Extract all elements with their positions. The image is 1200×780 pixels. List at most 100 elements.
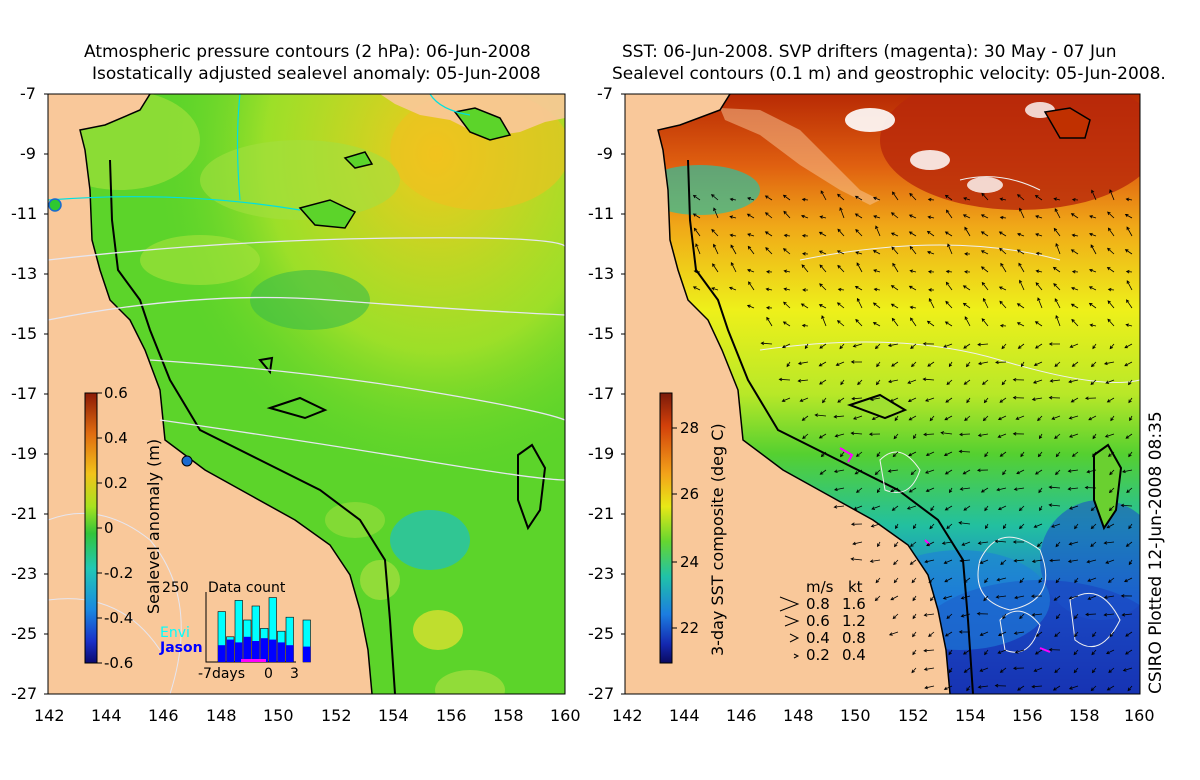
velocity-arrow [948,361,953,368]
velocity-arrow [1125,269,1133,274]
velocity-arrow [802,252,809,256]
velocity-arrow [944,469,953,475]
velocity-arrow [962,285,971,291]
velocity-arrow [1039,433,1043,440]
velocity-arrow [943,343,953,348]
velocity-arrow [944,415,953,421]
velocity-arrow [1071,197,1079,202]
velocity-arrow [1015,415,1025,420]
velocity-arrow [1048,503,1061,507]
velocity-arrow [923,432,935,437]
velocity-arrow [910,469,917,476]
velocity-legend-kt: 0.8 [842,629,866,647]
velocity-arrow [1071,451,1079,457]
velocity-arrow [909,541,917,547]
velocity-arrow [908,285,917,291]
velocity-arrow [876,361,881,368]
velocity-arrow [834,487,845,492]
velocity-arrow [854,213,863,219]
velocity-arrow [1035,251,1043,256]
velocity-arrow [944,631,953,637]
velocity-arrow [874,595,881,602]
velocity-arrow [943,559,953,564]
velocity-arrow [868,432,881,436]
velocity-arrow [887,469,899,473]
velocity-arrow [944,231,953,237]
velocity-arrow [964,252,971,256]
velocity-arrow [894,415,899,422]
velocity-arrow [924,469,935,474]
velocity-arrow [820,190,827,201]
velocity-arrow [1088,302,1097,309]
velocity-arrow [782,248,791,255]
velocity-arrow [891,361,899,367]
velocity-arrow [1088,286,1097,291]
velocity-arrow [1121,613,1133,617]
velocity-arrow [839,207,845,219]
velocity-arrow [891,505,899,511]
velocity-arrow [908,451,917,457]
velocity-arrow [1035,631,1043,637]
velocity-arrow [960,613,971,618]
left-y-tick: -23 [11,564,38,583]
velocity-legend-kt: 1.2 [842,612,866,630]
velocity-arrow [1001,379,1007,386]
velocity-arrow [872,250,881,255]
velocity-arrow [945,300,953,309]
velocity-arrow [1090,505,1097,512]
velocity-arrow [963,577,971,583]
left-y-tick: -9 [20,144,36,163]
velocity-arrow [797,379,809,383]
velocity-arrow [966,685,971,692]
inset-title: Data count [208,580,286,596]
velocity-arrow [979,667,989,672]
geostrophic-velocity-arrows [692,189,1133,692]
inset-xlabel-three: 3 [290,666,299,682]
velocity-arrow [1052,685,1061,691]
velocity-arrow [930,595,935,602]
velocity-arrow [909,269,917,273]
velocity-arrow [907,397,917,403]
right-x-tick: 160 [1124,706,1155,725]
velocity-arrow [912,649,917,656]
velocity-arrow [839,343,845,350]
velocity-arrow [982,297,989,309]
velocity-arrow [1126,226,1133,237]
velocity-arrow [872,196,881,201]
velocity-arrow [875,577,881,584]
sla-colorbar-tick: -0.2 [104,564,134,582]
left-x-tick: 146 [148,706,179,725]
velocity-arrow [835,361,845,366]
velocity-arrow [927,361,935,367]
velocity-arrow [908,415,917,421]
velocity-arrow [1110,415,1115,422]
velocity-arrow [1103,361,1115,366]
velocity-arrow [963,505,971,511]
velocity-arrow [893,577,899,584]
velocity-arrow [985,523,989,530]
velocity-arrow [1013,631,1025,635]
velocity-arrow [909,559,917,565]
velocity-arrow [966,397,971,404]
velocity-arrow [981,379,989,385]
velocity-arrow [980,266,989,273]
velocity-arrow [924,559,935,564]
velocity-arrow [1048,485,1061,490]
right-y-tick: -9 [597,144,613,163]
sla-colorbar-tick: -0.4 [104,609,134,627]
left-y-tick: -19 [11,444,38,463]
inset-bar-jason [286,645,294,662]
velocity-arrow [889,397,899,403]
sla-colorbar-tick: 0 [104,519,114,537]
velocity-arrow [837,228,845,237]
sst-colorbar [659,392,673,664]
velocity-arrow [1037,451,1043,458]
velocity-arrow [801,323,809,328]
velocity-arrow [1107,577,1115,583]
velocity-arrow [1012,395,1025,400]
left-x-tick: 154 [378,706,409,725]
velocity-arrow [1109,631,1115,638]
right-map [625,94,1140,694]
left-y-tick: -7 [20,84,36,103]
velocity-arrow [781,343,791,349]
